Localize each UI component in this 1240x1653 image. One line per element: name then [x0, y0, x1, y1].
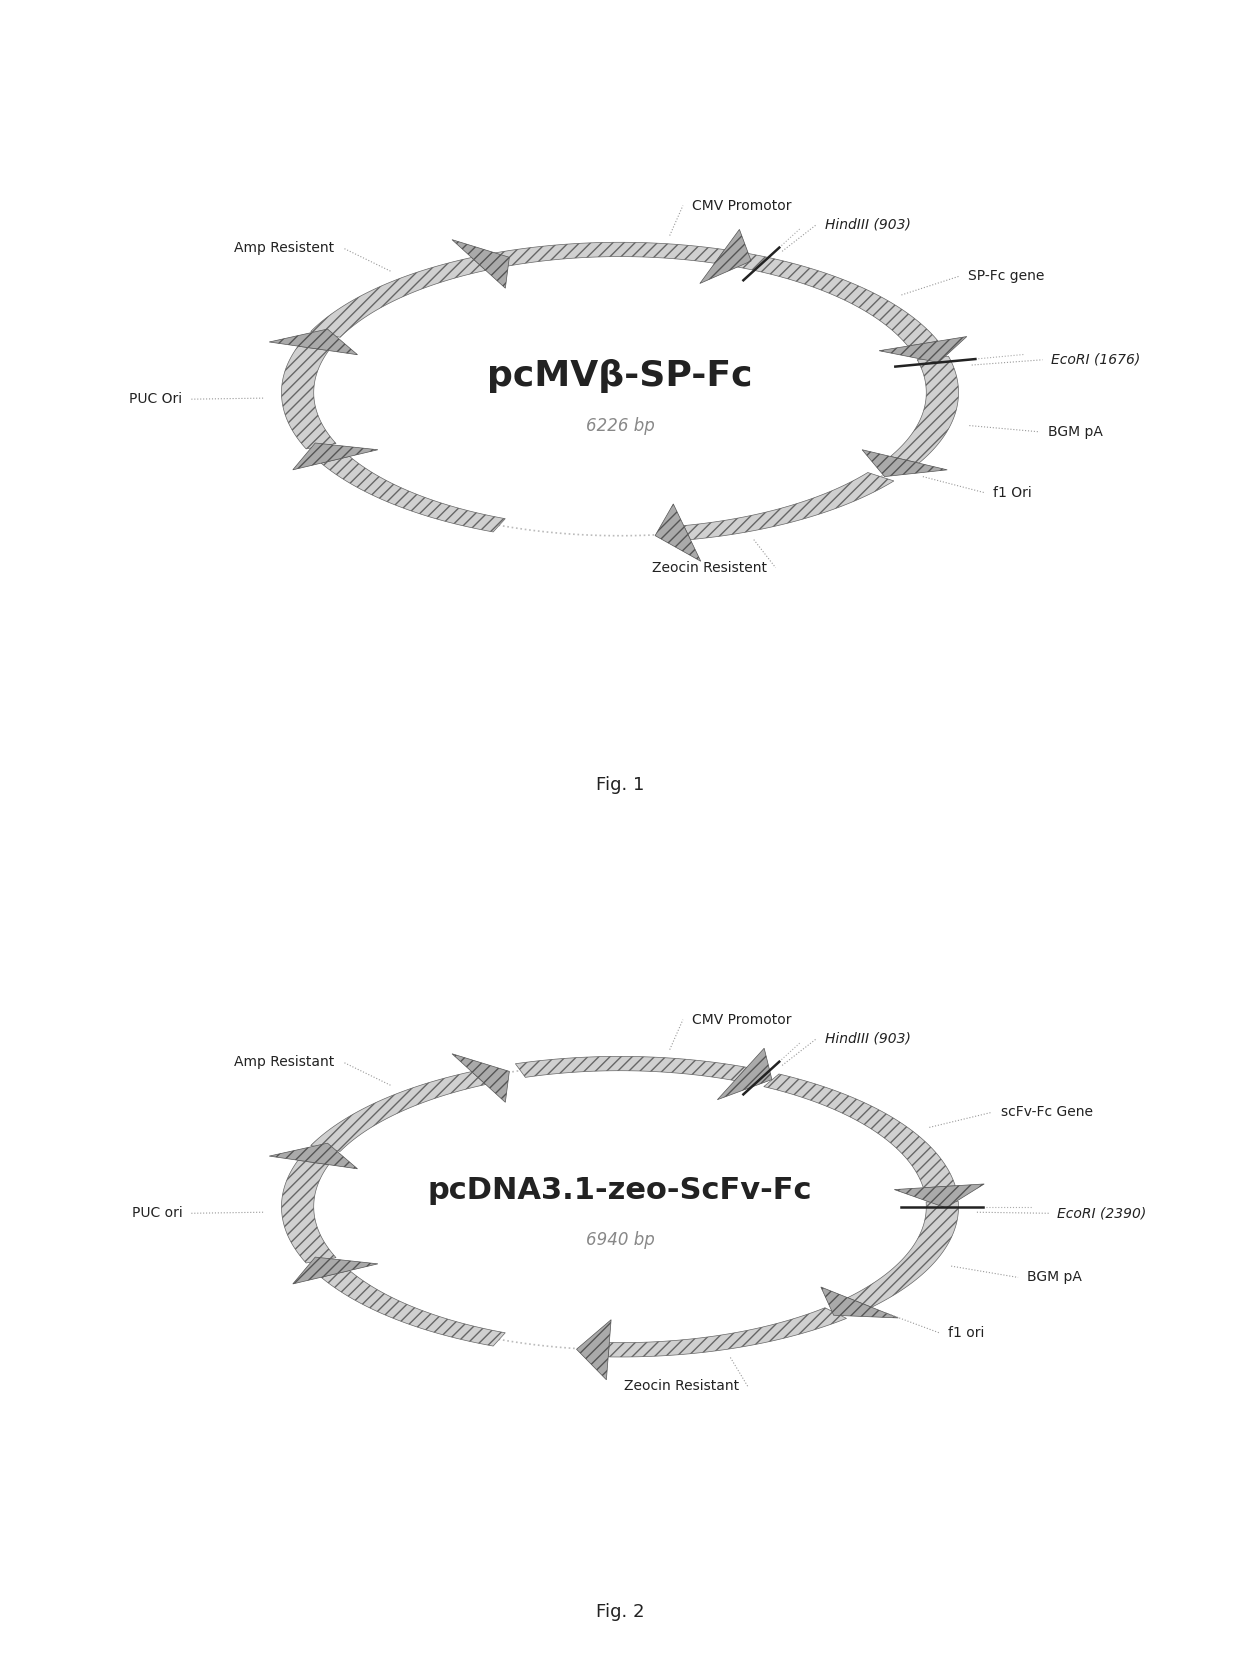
- Text: Zeocin Resistant: Zeocin Resistant: [624, 1379, 739, 1393]
- Text: EcoRI (1676): EcoRI (1676): [1052, 352, 1141, 367]
- Text: Zeocin Resistent: Zeocin Resistent: [652, 560, 766, 575]
- Text: BGM pA: BGM pA: [1049, 425, 1104, 438]
- Polygon shape: [735, 253, 939, 345]
- Polygon shape: [699, 230, 751, 283]
- Polygon shape: [293, 443, 378, 469]
- Polygon shape: [821, 1288, 898, 1317]
- Polygon shape: [608, 1308, 847, 1357]
- Text: f1 ori: f1 ori: [949, 1326, 985, 1341]
- Polygon shape: [890, 357, 959, 463]
- Polygon shape: [718, 1048, 773, 1099]
- Text: EcoRI (2390): EcoRI (2390): [1058, 1207, 1147, 1220]
- Polygon shape: [269, 1144, 357, 1169]
- Polygon shape: [321, 1271, 505, 1346]
- Polygon shape: [293, 1256, 378, 1284]
- Text: HindIII (903): HindIII (903): [826, 1031, 911, 1045]
- Polygon shape: [494, 243, 724, 266]
- Text: BGM pA: BGM pA: [1027, 1271, 1081, 1284]
- Text: PUC ori: PUC ori: [131, 1207, 182, 1220]
- Text: Fig. 1: Fig. 1: [595, 777, 645, 793]
- Text: Amp Resistant: Amp Resistant: [234, 1055, 335, 1069]
- Text: CMV Promotor: CMV Promotor: [692, 1013, 791, 1027]
- Polygon shape: [311, 1071, 486, 1152]
- Polygon shape: [281, 345, 336, 450]
- Text: 6940 bp: 6940 bp: [585, 1231, 655, 1248]
- Text: scFv-Fc Gene: scFv-Fc Gene: [1001, 1106, 1092, 1119]
- Polygon shape: [683, 473, 894, 539]
- Text: PUC Ori: PUC Ori: [129, 392, 182, 407]
- Text: HindIII (903): HindIII (903): [826, 217, 911, 231]
- Polygon shape: [894, 1184, 985, 1208]
- Text: Amp Resistent: Amp Resistent: [234, 241, 335, 255]
- Polygon shape: [879, 337, 967, 362]
- Text: 6226 bp: 6226 bp: [585, 417, 655, 435]
- Text: Fig. 2: Fig. 2: [595, 1603, 645, 1620]
- Polygon shape: [764, 1074, 955, 1189]
- Polygon shape: [281, 1160, 336, 1263]
- Polygon shape: [321, 456, 505, 532]
- Polygon shape: [311, 258, 486, 337]
- Polygon shape: [577, 1319, 611, 1380]
- Polygon shape: [655, 504, 701, 562]
- Polygon shape: [516, 1056, 746, 1081]
- Polygon shape: [848, 1202, 959, 1308]
- Text: CMV Promotor: CMV Promotor: [692, 198, 791, 213]
- Polygon shape: [269, 329, 357, 355]
- Text: SP-Fc gene: SP-Fc gene: [967, 269, 1044, 283]
- Text: pcDNA3.1-zeo-ScFv-Fc: pcDNA3.1-zeo-ScFv-Fc: [428, 1175, 812, 1205]
- Polygon shape: [453, 240, 510, 288]
- Polygon shape: [862, 450, 947, 476]
- Text: pcMVβ-SP-Fc: pcMVβ-SP-Fc: [487, 359, 753, 393]
- Polygon shape: [453, 1053, 510, 1103]
- Text: f1 Ori: f1 Ori: [993, 486, 1032, 499]
